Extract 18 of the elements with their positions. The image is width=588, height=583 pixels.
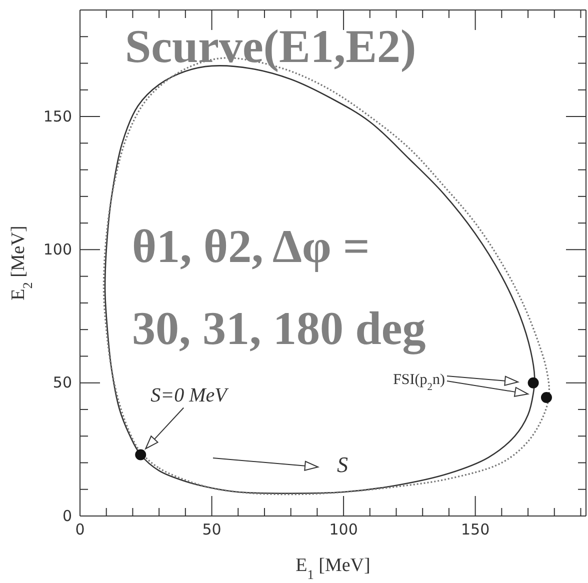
point [135, 449, 146, 460]
annotation: θ1, θ2, Δφ = [132, 221, 370, 273]
x-tick-label: 50 [202, 520, 222, 539]
x-axis-title: E$_{1}$ [MeV] [296, 555, 370, 582]
annotation: S [337, 452, 348, 477]
point [528, 377, 539, 388]
y-tick-label: 100 [43, 240, 72, 258]
y-tick-label: 150 [43, 107, 72, 126]
x-tick-label: 0 [75, 520, 85, 539]
y-tick-label: 50 [52, 374, 72, 392]
y-tick-label: 0 [62, 506, 72, 525]
annotation: S=0 MeV [150, 384, 230, 407]
annotation: 30, 31, 180 deg [132, 303, 426, 355]
annotation: FSI(p$_{2}$n) [393, 372, 445, 392]
x-tick-label: 100 [329, 520, 358, 539]
point [540, 392, 552, 403]
chart-title: Scurve(E1,E2) [125, 21, 416, 73]
x-tick-label: 150 [460, 520, 490, 539]
